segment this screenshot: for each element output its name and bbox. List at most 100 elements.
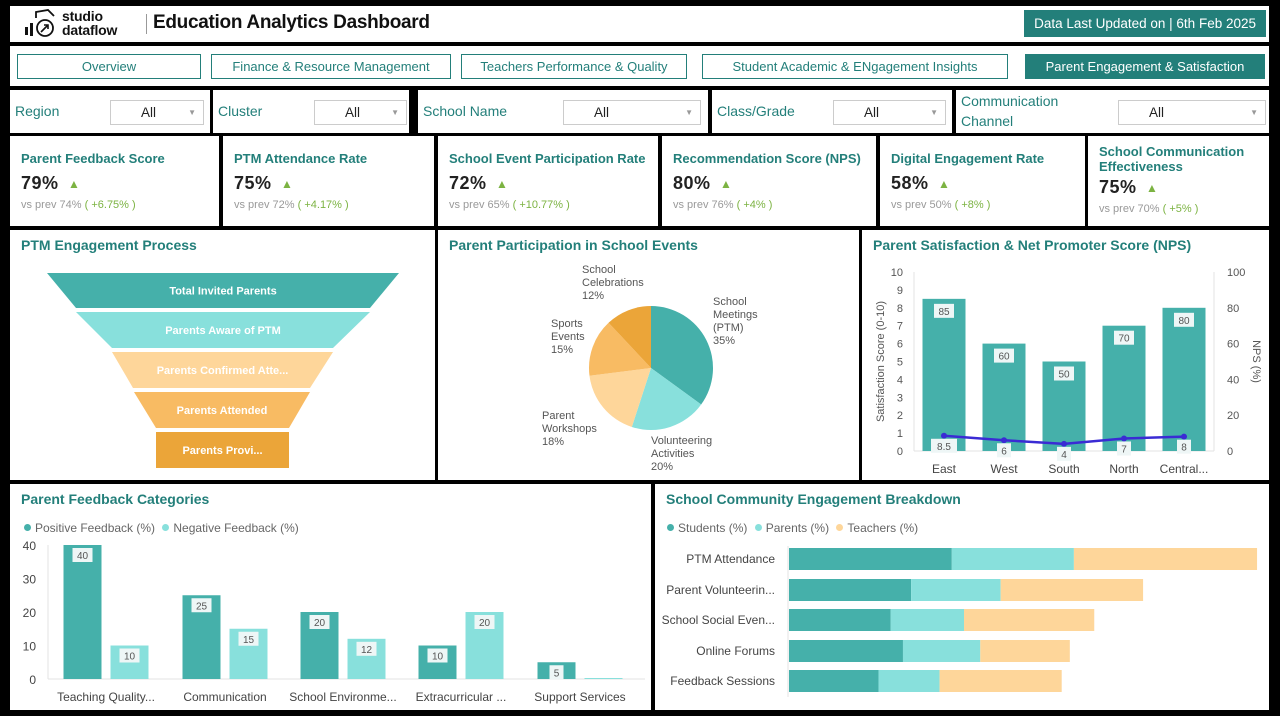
feedback-data-label: 10 xyxy=(432,652,444,663)
class-grade-dropdown[interactable]: All ▼ xyxy=(833,100,946,125)
parents-segment xyxy=(878,670,940,692)
teachers-segment xyxy=(980,640,1070,662)
chart-title: Parent Feedback Categories xyxy=(21,491,210,507)
communication-channel-dropdown[interactable]: All ▼ xyxy=(1118,100,1266,125)
y-tick-label: 20 xyxy=(23,606,37,620)
feedback-data-label: 20 xyxy=(314,618,326,629)
legend-item-negative[interactable]: Negative Feedback (%) xyxy=(162,521,299,535)
chevron-down-icon: ▼ xyxy=(391,108,399,117)
x-tick-label: North xyxy=(1109,462,1138,476)
cluster-dropdown[interactable]: All ▼ xyxy=(314,100,407,125)
pie-slice xyxy=(589,322,651,376)
y-tick-label: 0 xyxy=(897,446,903,458)
y-tick-label: 0 xyxy=(29,673,36,687)
pie-slice-label: Workshops xyxy=(542,423,597,435)
kpi-comparison: vs prev 65% ( +10.77% ) xyxy=(449,199,570,211)
satisfaction-data-label: 6 xyxy=(1001,446,1007,457)
pie-slice-label: Volunteering xyxy=(651,435,712,447)
feedback-data-label: 12 xyxy=(361,645,373,656)
kpi-card-parent-feedback: Parent Feedback Score 79% ▲ vs prev 74% … xyxy=(10,136,219,226)
logo-line2: dataflow xyxy=(62,22,118,38)
feedback-data-label: 20 xyxy=(479,618,491,629)
kpi-value: 80% xyxy=(673,173,711,193)
pie-slice-label: 15% xyxy=(551,344,573,356)
feedback-data-label: 25 xyxy=(196,601,208,612)
parent-participation-pie-panel: Parent Participation in School Events Sc… xyxy=(438,230,859,480)
students-segment xyxy=(789,670,879,692)
kpi-comparison: vs prev 50% ( +8% ) xyxy=(891,199,991,211)
dropdown-value: All xyxy=(864,105,880,120)
kpi-card-communication-effectiveness: School Communication Effectiveness 75% ▲… xyxy=(1088,136,1269,226)
feedback-data-label: 40 xyxy=(77,551,89,562)
last-updated-badge: Data Last Updated on | 6th Feb 2025 xyxy=(1024,10,1266,37)
tab-finance-resource[interactable]: Finance & Resource Management xyxy=(211,54,451,79)
y-tick-label: 9 xyxy=(897,285,903,297)
feedback-data-label-bg xyxy=(119,648,140,663)
x-tick-label: West xyxy=(990,462,1018,476)
y-tick-label: 6 xyxy=(897,339,903,351)
legend-dot-icon xyxy=(162,524,170,531)
filter-label: Cluster xyxy=(218,103,263,119)
feedback-data-label-bg xyxy=(356,641,377,656)
y-tick-label: 30 xyxy=(23,573,37,587)
header-bar: studio dataflow Education Analytics Dash… xyxy=(10,6,1269,42)
parents-segment xyxy=(951,548,1074,570)
kpi-comparison: vs prev 72% ( +4.17% ) xyxy=(234,199,349,211)
nps-bar-data-label: 70 xyxy=(1118,334,1130,345)
trend-up-icon: ▲ xyxy=(68,177,80,191)
school-name-dropdown[interactable]: All ▼ xyxy=(563,100,701,125)
tab-overview[interactable]: Overview xyxy=(17,54,201,79)
y-tick-label: School Social Even... xyxy=(662,613,775,627)
legend-dot-icon xyxy=(667,524,674,531)
legend-item-students[interactable]: Students (%) xyxy=(667,521,747,535)
kpi-title: Digital Engagement Rate xyxy=(891,151,1045,166)
tab-student-academic[interactable]: Student Academic & ENgagement Insights xyxy=(702,54,1008,79)
filter-cluster: Cluster All ▼ xyxy=(213,90,409,133)
kpi-comparison: vs prev 76% ( +4% ) xyxy=(673,199,773,211)
satisfaction-point xyxy=(1121,435,1127,442)
trend-up-icon: ▲ xyxy=(281,177,293,191)
legend-dot-icon xyxy=(754,524,762,531)
satisfaction-point xyxy=(941,432,947,439)
satisfaction-point xyxy=(1181,433,1187,440)
pie-slice-label: 35% xyxy=(713,335,735,347)
logo-line1: studio xyxy=(62,8,103,24)
funnel-stage xyxy=(156,432,289,468)
students-segment xyxy=(789,548,952,570)
y-tick-label: 3 xyxy=(897,392,903,404)
studio-dataflow-logo-icon xyxy=(25,9,55,37)
y-tick-label: 4 xyxy=(897,374,903,386)
chart-legend: Positive Feedback (%) Negative Feedback … xyxy=(24,521,303,535)
tab-parent-engagement[interactable]: Parent Engagement & Satisfaction xyxy=(1025,54,1265,79)
kpi-value: 79% xyxy=(21,173,59,193)
x-tick-label: School Environme... xyxy=(289,690,396,704)
parents-segment xyxy=(902,640,981,662)
x-tick-label: Support Services xyxy=(534,690,625,704)
feedback-data-label: 5 xyxy=(554,668,560,679)
kpi-title: School Communication Effectiveness xyxy=(1099,144,1245,174)
nps-bar-data-label-bg xyxy=(934,303,954,318)
feedback-data-label: 10 xyxy=(124,652,136,663)
legend-item-positive[interactable]: Positive Feedback (%) xyxy=(24,521,155,535)
kpi-comparison: vs prev 70% ( +5% ) xyxy=(1099,203,1199,215)
chart-title: Parent Participation in School Events xyxy=(449,237,698,253)
positive-feedback-bar xyxy=(63,545,102,679)
nps-bar-data-label: 60 xyxy=(998,352,1010,363)
legend-item-parents[interactable]: Parents (%) xyxy=(754,521,829,535)
tab-teachers-performance[interactable]: Teachers Performance & Quality xyxy=(461,54,687,79)
y-tick-label: 10 xyxy=(891,267,903,279)
pie-slice-label: 18% xyxy=(542,436,564,448)
tab-bar: Overview Finance & Resource Management T… xyxy=(10,46,1269,86)
funnel-stage-label: Total Invited Parents xyxy=(169,286,276,298)
community-engagement-panel: School Community Engagement Breakdown St… xyxy=(655,484,1269,710)
kpi-title: Parent Feedback Score xyxy=(21,151,165,166)
funnel-stage xyxy=(76,312,370,348)
legend-item-teachers[interactable]: Teachers (%) xyxy=(836,521,918,535)
teachers-segment xyxy=(964,609,1095,631)
students-segment xyxy=(789,579,912,601)
region-dropdown[interactable]: All ▼ xyxy=(110,100,204,125)
y-tick-label: Online Forums xyxy=(696,644,775,658)
pie-slice-label: 20% xyxy=(651,461,673,473)
filter-label: Communication Channel xyxy=(961,93,1059,129)
